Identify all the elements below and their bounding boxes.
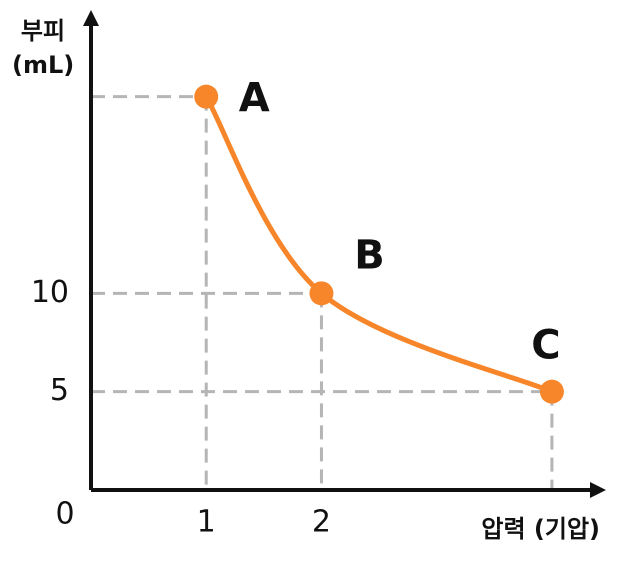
y-tick-label: 10 xyxy=(31,275,69,310)
x-axis-label: 압력 (기압) xyxy=(481,515,600,543)
point-label: B xyxy=(354,232,385,278)
data-point xyxy=(539,379,564,404)
x-tick-label: 2 xyxy=(312,505,331,540)
data-point xyxy=(309,281,334,306)
x-tick-label: 1 xyxy=(197,505,216,540)
y-axis-label: 부피 (mL) xyxy=(12,17,75,79)
point-label: C xyxy=(531,323,560,369)
data-point xyxy=(194,84,219,109)
y-tick-label: 5 xyxy=(50,373,69,408)
point-label: A xyxy=(239,76,270,122)
x-tick-label: 0 xyxy=(55,497,74,532)
